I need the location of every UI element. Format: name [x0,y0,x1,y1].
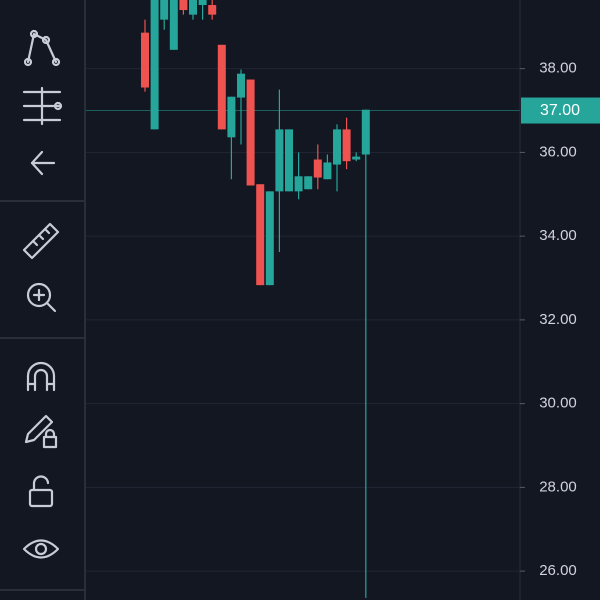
y-tick-label: 30.00 [539,395,577,412]
candle-body [150,0,159,130]
candle-body [160,0,169,20]
candle-body [294,176,303,192]
candle-body [304,176,313,190]
candle-body [256,184,265,286]
unlock[interactable] [28,475,54,508]
fib-tool[interactable] [22,86,63,126]
y-tick-label: 36.00 [539,143,577,160]
candle-body [246,79,255,186]
visibility[interactable] [22,539,60,559]
candle-body [217,44,226,130]
candle-body [169,0,178,50]
magnet-tool[interactable] [26,361,56,392]
last-price-box [521,97,600,124]
candle-body [141,32,149,88]
toolbar [0,0,86,600]
candle-body [227,96,236,138]
y-tick-label: 32.00 [539,311,577,328]
axis-bg [520,0,600,600]
y-tick-label: 34.00 [539,227,577,244]
candle-body [189,0,197,15]
ruler-tool[interactable] [22,222,60,260]
candle-body [265,191,274,286]
candle-body [333,129,341,165]
candle-body [342,129,351,162]
candle-body [285,129,293,192]
candle-body [208,5,217,15]
pattern-tool[interactable] [23,29,61,67]
candle-body [179,0,188,11]
zoom-tool[interactable] [26,282,57,313]
back-arrow[interactable] [30,150,56,176]
candle-body [323,162,332,180]
price-axis: 26.00 28.00 30.00 32.00 34.00 36.00 38.00 37.00 [519,0,600,600]
candle-body [275,129,284,192]
y-tick-label: 28.00 [539,478,577,495]
y-tick-label: 38.00 [539,60,577,77]
last-price-label: 37.00 [540,102,580,119]
candle-body [352,156,361,160]
lock-drawing[interactable] [24,414,58,449]
y-tick-label: 26.00 [539,562,577,579]
candle-body [313,159,322,178]
candles [141,0,370,598]
candle-body [237,73,245,98]
candle-body [361,109,370,155]
candle-body [198,0,207,6]
